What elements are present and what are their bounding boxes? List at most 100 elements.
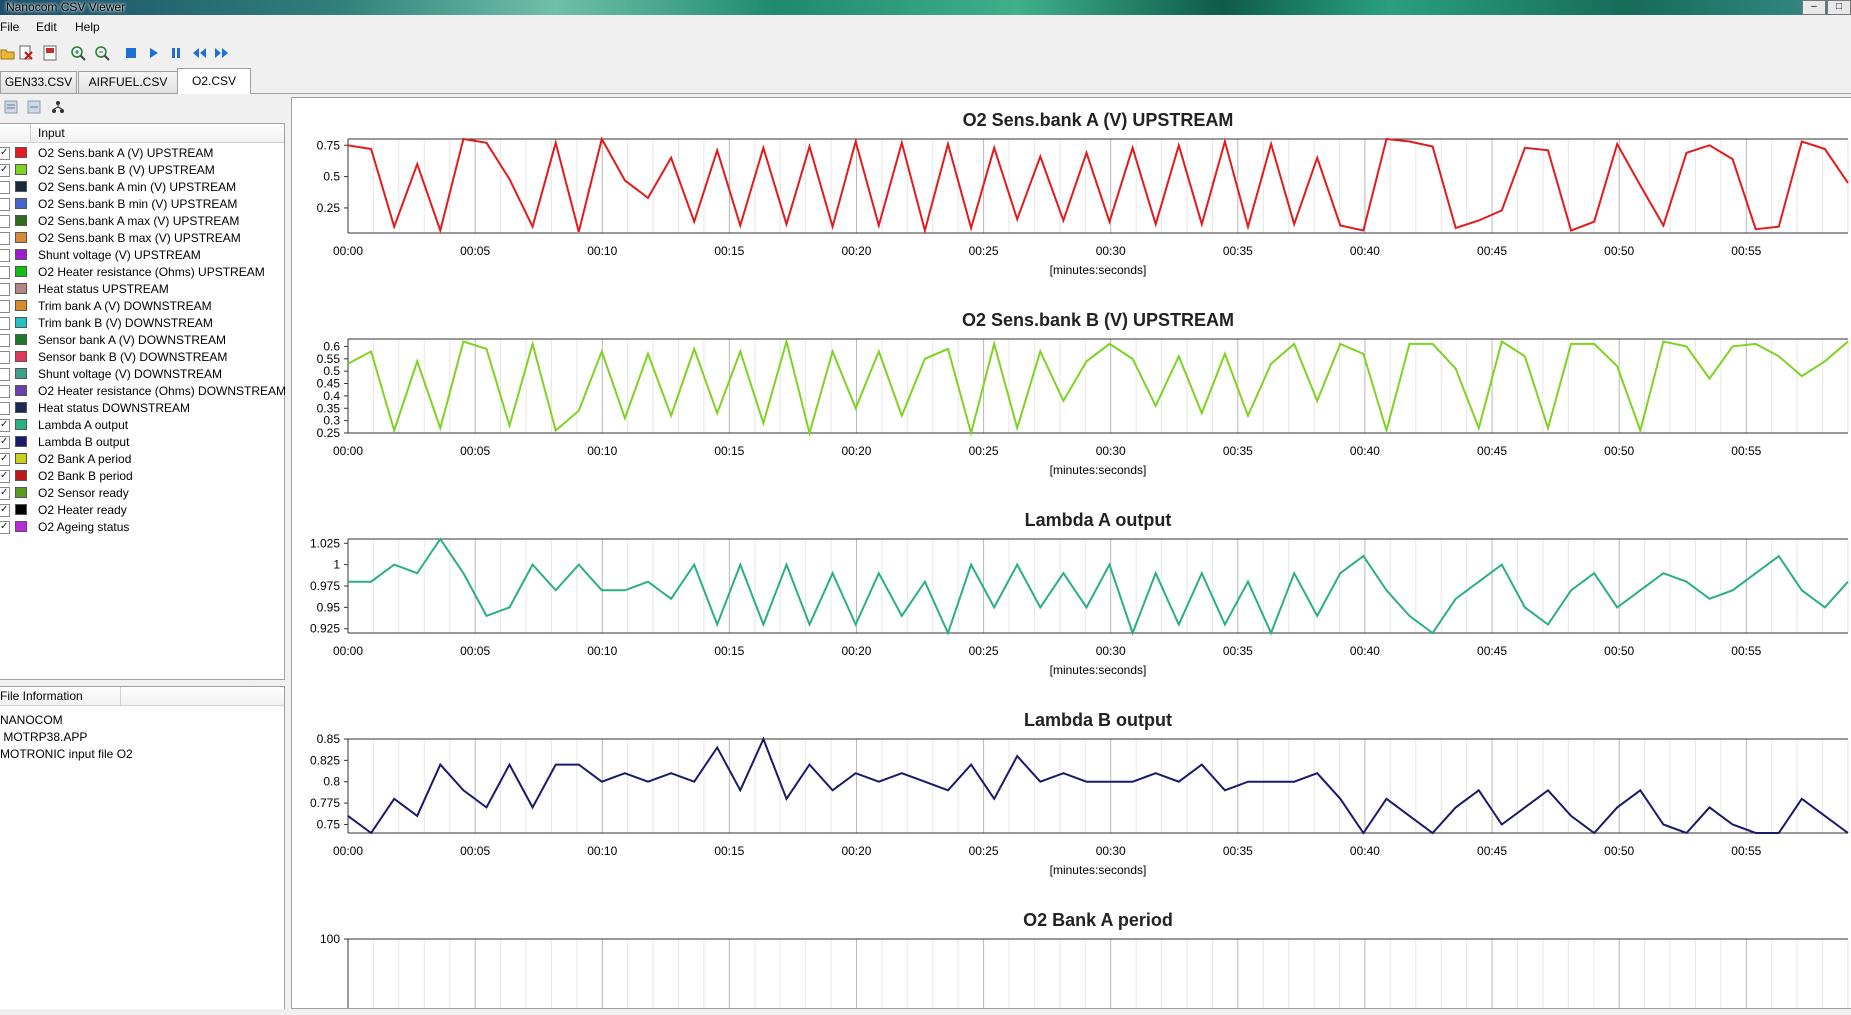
x-tick-label: 00:15 bbox=[714, 244, 744, 258]
series-checkbox[interactable] bbox=[0, 402, 10, 415]
input-list-item[interactable]: Sensor bank B (V) DOWNSTREAM bbox=[0, 348, 284, 365]
series-color-swatch[interactable] bbox=[14, 384, 28, 397]
window-title-bar: Nanocom CSV Viewer – □ bbox=[0, 0, 1851, 15]
rewind-icon[interactable] bbox=[191, 45, 207, 61]
series-checkbox[interactable] bbox=[0, 351, 10, 364]
input-list-item[interactable]: ✓ O2 Sens.bank B (V) UPSTREAM bbox=[0, 161, 284, 178]
series-checkbox[interactable]: ✓ bbox=[0, 419, 10, 432]
series-checkbox[interactable]: ✓ bbox=[0, 453, 10, 466]
series-color-swatch[interactable] bbox=[14, 350, 28, 363]
series-checkbox[interactable] bbox=[0, 385, 10, 398]
series-line[interactable] bbox=[347, 337, 1849, 437]
series-checkbox[interactable]: ✓ bbox=[0, 164, 10, 177]
series-checkbox[interactable] bbox=[0, 181, 10, 194]
series-color-swatch[interactable] bbox=[14, 333, 28, 346]
menu-edit[interactable]: Edit bbox=[36, 20, 57, 34]
series-line[interactable] bbox=[348, 537, 1849, 636]
series-color-swatch[interactable] bbox=[14, 452, 28, 465]
input-list-item[interactable]: O2 Sens.bank B min (V) UPSTREAM bbox=[0, 195, 284, 212]
series-checkbox[interactable] bbox=[0, 266, 10, 279]
series-color-swatch[interactable] bbox=[14, 401, 28, 414]
series-checkbox[interactable] bbox=[0, 334, 10, 347]
close-file-icon[interactable] bbox=[18, 45, 34, 61]
series-line[interactable] bbox=[347, 136, 1849, 235]
series-checkbox[interactable] bbox=[0, 232, 10, 245]
play-icon[interactable] bbox=[145, 45, 161, 61]
input-list-item[interactable]: ✓ O2 Bank A period bbox=[0, 450, 284, 467]
minimize-button[interactable]: – bbox=[1802, 0, 1826, 15]
input-list-item[interactable]: O2 Sens.bank A min (V) UPSTREAM bbox=[0, 178, 284, 195]
menu-file[interactable]: File bbox=[0, 20, 20, 34]
fast-forward-icon[interactable] bbox=[214, 45, 230, 61]
series-checkbox[interactable] bbox=[0, 215, 10, 228]
input-list-item[interactable]: ✓ O2 Sensor ready bbox=[0, 484, 284, 501]
x-tick-label: 00:10 bbox=[587, 644, 617, 658]
series-checkbox[interactable] bbox=[0, 317, 10, 330]
zoom-out-icon[interactable] bbox=[94, 45, 110, 61]
series-color-swatch[interactable] bbox=[14, 503, 28, 516]
series-checkbox[interactable]: ✓ bbox=[0, 147, 10, 160]
series-checkbox[interactable]: ✓ bbox=[0, 521, 10, 534]
expand-all-icon[interactable] bbox=[4, 100, 18, 114]
series-color-swatch[interactable] bbox=[14, 146, 28, 159]
input-list-item[interactable]: Sensor bank A (V) DOWNSTREAM bbox=[0, 331, 284, 348]
series-checkbox[interactable] bbox=[0, 300, 10, 313]
input-list-item[interactable]: ✓ O2 Ageing status bbox=[0, 518, 284, 535]
tab-o2[interactable]: O2.CSV bbox=[177, 68, 251, 94]
series-color-swatch[interactable] bbox=[14, 299, 28, 312]
series-color-swatch[interactable] bbox=[14, 520, 28, 533]
stop-icon[interactable] bbox=[123, 45, 139, 61]
series-checkbox[interactable]: ✓ bbox=[0, 470, 10, 483]
maximize-button[interactable]: □ bbox=[1827, 0, 1851, 15]
input-list-item[interactable]: Shunt voltage (V) DOWNSTREAM bbox=[0, 365, 284, 382]
menu-help[interactable]: Help bbox=[75, 20, 100, 34]
series-color-swatch[interactable] bbox=[14, 282, 28, 295]
series-color-swatch[interactable] bbox=[14, 316, 28, 329]
input-list-item[interactable]: Shunt voltage (V) UPSTREAM bbox=[0, 246, 284, 263]
input-list-item[interactable]: O2 Heater resistance (Ohms) DOWNSTREAM bbox=[0, 382, 286, 399]
series-checkbox[interactable] bbox=[0, 198, 10, 211]
series-checkbox[interactable] bbox=[0, 368, 10, 381]
input-list-item[interactable]: O2 Heater resistance (Ohms) UPSTREAM bbox=[0, 263, 284, 280]
series-color-swatch[interactable] bbox=[14, 469, 28, 482]
input-list-item[interactable]: Heat status UPSTREAM bbox=[0, 280, 284, 297]
chart-area[interactable]: O2 Sens.bank A (V) UPSTREAM 0.25 0.5 0.75 00… bbox=[291, 97, 1851, 1015]
pause-icon[interactable] bbox=[168, 45, 184, 61]
remove-file-icon[interactable] bbox=[42, 45, 58, 61]
tab-gen33[interactable]: GEN33.CSV bbox=[0, 71, 77, 93]
series-line[interactable] bbox=[347, 736, 1849, 835]
series-checkbox[interactable] bbox=[0, 283, 10, 296]
input-list-item[interactable]: ✓ Lambda B output bbox=[0, 433, 284, 450]
input-list-item[interactable]: ✓ Lambda A output bbox=[0, 416, 284, 433]
status-bar bbox=[0, 1009, 1851, 1015]
zoom-in-icon[interactable] bbox=[70, 45, 86, 61]
series-color-swatch[interactable] bbox=[14, 418, 28, 431]
series-checkbox[interactable]: ✓ bbox=[0, 504, 10, 517]
tab-airfuel[interactable]: AIRFUEL.CSV bbox=[78, 71, 178, 93]
series-color-swatch[interactable] bbox=[14, 248, 28, 261]
series-color-swatch[interactable] bbox=[14, 367, 28, 380]
input-list-item[interactable]: Trim bank A (V) DOWNSTREAM bbox=[0, 297, 284, 314]
input-list-item[interactable]: ✓ O2 Sens.bank A (V) UPSTREAM bbox=[0, 144, 284, 161]
series-color-swatch[interactable] bbox=[14, 265, 28, 278]
series-color-swatch[interactable] bbox=[14, 197, 28, 210]
series-color-swatch[interactable] bbox=[14, 231, 28, 244]
open-folder-icon[interactable] bbox=[0, 45, 16, 61]
series-checkbox[interactable] bbox=[0, 249, 10, 262]
file-tab-bar: GEN33.CSV AIRFUEL.CSV O2.CSV bbox=[0, 67, 1851, 94]
input-list-item[interactable]: ✓ O2 Bank B period bbox=[0, 467, 284, 484]
series-checkbox[interactable]: ✓ bbox=[0, 436, 10, 449]
input-list-item[interactable]: Heat status DOWNSTREAM bbox=[0, 399, 284, 416]
series-color-swatch[interactable] bbox=[14, 180, 28, 193]
input-list-item[interactable]: O2 Sens.bank A max (V) UPSTREAM bbox=[0, 212, 284, 229]
series-color-swatch[interactable] bbox=[14, 435, 28, 448]
tree-hierarchy-icon[interactable] bbox=[51, 100, 65, 114]
series-color-swatch[interactable] bbox=[14, 163, 28, 176]
series-color-swatch[interactable] bbox=[14, 214, 28, 227]
collapse-all-icon[interactable] bbox=[27, 100, 41, 114]
input-list-item[interactable]: Trim bank B (V) DOWNSTREAM bbox=[0, 314, 284, 331]
input-list-item[interactable]: O2 Sens.bank B max (V) UPSTREAM bbox=[0, 229, 284, 246]
series-checkbox[interactable]: ✓ bbox=[0, 487, 10, 500]
series-color-swatch[interactable] bbox=[14, 486, 28, 499]
input-list-item[interactable]: ✓ O2 Heater ready bbox=[0, 501, 284, 518]
